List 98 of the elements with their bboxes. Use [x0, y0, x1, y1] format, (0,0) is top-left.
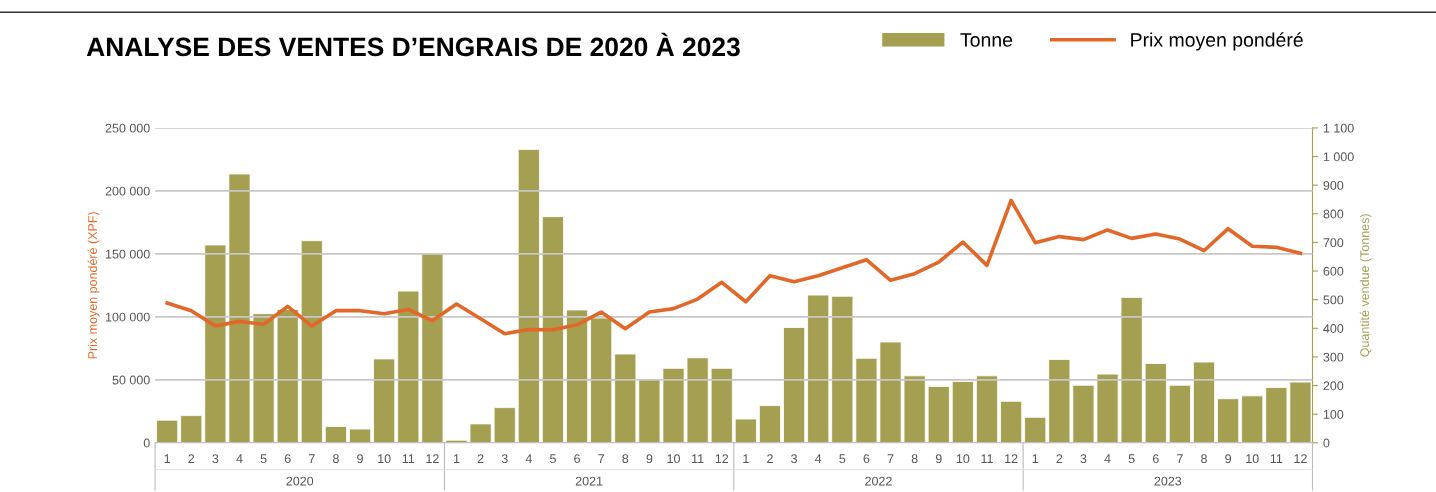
x-tick-label: 8 — [1201, 454, 1207, 464]
x-tick-label: 3 — [501, 454, 508, 464]
x-tick-label: 1 — [164, 454, 171, 463]
x-tick-label: 7 — [308, 454, 315, 463]
bar — [1217, 398, 1240, 443]
x-tick-label: 11 — [402, 454, 415, 463]
y-axis-title: Prix moyen pondéré (XPF) — [87, 212, 100, 359]
x-tick-label: 1 — [1032, 454, 1039, 463]
bar — [590, 317, 613, 443]
y-tick-label: 200 000 — [105, 186, 150, 196]
legend-label: Prix moyen pondéré — [1131, 32, 1303, 51]
bar — [807, 294, 830, 443]
x-tick-label: 12 — [715, 454, 729, 463]
chart-title: ANALYSE DES VENTES D’ENGRAIS DE 2020 À 2023 — [86, 32, 740, 57]
x-tick-label: 9 — [357, 454, 363, 464]
x-tick-label: 12 — [1294, 454, 1307, 463]
legend-label: Tonne — [960, 33, 1013, 47]
y2-tick-label: 600 — [1323, 266, 1344, 276]
x-tick-label: 6 — [863, 454, 870, 464]
x-tick-label: 2 — [767, 454, 773, 463]
y-tick-label: 50 000 — [112, 375, 150, 385]
bar — [951, 381, 974, 443]
bar — [541, 216, 564, 443]
line-series — [165, 198, 1303, 336]
y2-tick-label: 200 — [1323, 381, 1344, 391]
x-tick-label: 6 — [284, 454, 291, 464]
x-tick-label: 5 — [260, 454, 267, 464]
x-tick-label: 12 — [426, 454, 439, 463]
x-tick-label: 8 — [911, 454, 918, 464]
x-tick-label: 5 — [1128, 454, 1135, 464]
x-tick-label: 9 — [1225, 454, 1231, 464]
x-tick-label: 2 — [1056, 454, 1063, 463]
x-tick-label: 2 — [477, 454, 484, 463]
bar — [349, 428, 372, 443]
x-tick-label: 4 — [1104, 454, 1111, 463]
y2-tick-label: 300 — [1323, 352, 1344, 362]
bar — [1000, 400, 1023, 443]
y2-tick-label: 100 — [1323, 409, 1344, 419]
x-tick-label: 7 — [1177, 454, 1183, 463]
x-tick-label: 3 — [212, 454, 219, 464]
bar — [734, 418, 757, 443]
x-tick-label: 3 — [791, 454, 797, 464]
bar — [783, 327, 806, 443]
x-tick-label: 7 — [887, 454, 894, 463]
x-tick-label: 8 — [622, 454, 629, 464]
text: 2020 — [286, 476, 314, 486]
y-tick-label: 150 000 — [106, 249, 150, 259]
x-tick-label: 4 — [815, 454, 822, 463]
bar — [517, 148, 540, 443]
x-tick-label: 11 — [692, 454, 704, 463]
bar — [300, 240, 323, 443]
x-tick-label: 8 — [333, 454, 339, 464]
x-tick-label: 5 — [549, 454, 556, 464]
bar — [975, 375, 999, 443]
bar — [1168, 384, 1191, 443]
x-tick-label: 6 — [1152, 454, 1159, 464]
y2-tick-label: 900 — [1323, 180, 1344, 190]
x-tick-label: 3 — [1080, 454, 1087, 464]
x-tick-label: 11 — [1270, 454, 1283, 463]
bar — [1144, 363, 1167, 443]
bar — [566, 309, 589, 443]
x-tick-label: 4 — [236, 454, 243, 463]
y-tick-label: 0 — [143, 438, 150, 448]
bar — [1241, 395, 1264, 443]
y2-axis-title: Quantité vendue (Tonnes) — [1359, 214, 1372, 357]
x-tick-label: 1 — [453, 454, 460, 463]
x-tick-label: 10 — [956, 454, 970, 464]
x-tick-label: 12 — [1005, 454, 1018, 463]
x-tick-label: 10 — [378, 454, 391, 464]
text: 2021 — [575, 476, 603, 486]
bar — [324, 426, 347, 443]
y2-tick-label: 500 — [1323, 295, 1344, 305]
text: 2023 — [1154, 476, 1182, 486]
y-tick-label: 100 000 — [106, 312, 150, 322]
y2-tick-label: 700 — [1323, 238, 1344, 248]
y2-tick-label: 1 100 — [1323, 123, 1354, 133]
y2-tick-label: 400 — [1323, 324, 1344, 333]
x-tick-label: 9 — [646, 454, 653, 464]
y-tick-label: 250 000 — [105, 123, 150, 133]
bar — [373, 358, 396, 443]
x-tick-label: 9 — [935, 454, 942, 464]
x-tick-label: 7 — [598, 454, 605, 463]
bar — [1192, 361, 1216, 443]
y2-tick-label: 0 — [1323, 438, 1330, 448]
text: 2022 — [865, 476, 892, 486]
y2-tick-label: 800 — [1323, 209, 1344, 219]
x-tick-label: 6 — [574, 454, 580, 464]
x-tick-label: 10 — [1246, 454, 1259, 464]
bar — [758, 405, 781, 443]
bar — [1024, 416, 1047, 443]
x-tick-label: 1 — [743, 454, 749, 463]
x-tick-label: 10 — [667, 454, 680, 464]
x-tick-label: 11 — [981, 454, 993, 463]
y2-tick-label: 1 000 — [1323, 152, 1354, 162]
x-tick-label: 2 — [188, 454, 195, 463]
x-tick-label: 5 — [839, 454, 846, 464]
x-tick-label: 4 — [525, 454, 532, 463]
bar — [156, 419, 179, 443]
